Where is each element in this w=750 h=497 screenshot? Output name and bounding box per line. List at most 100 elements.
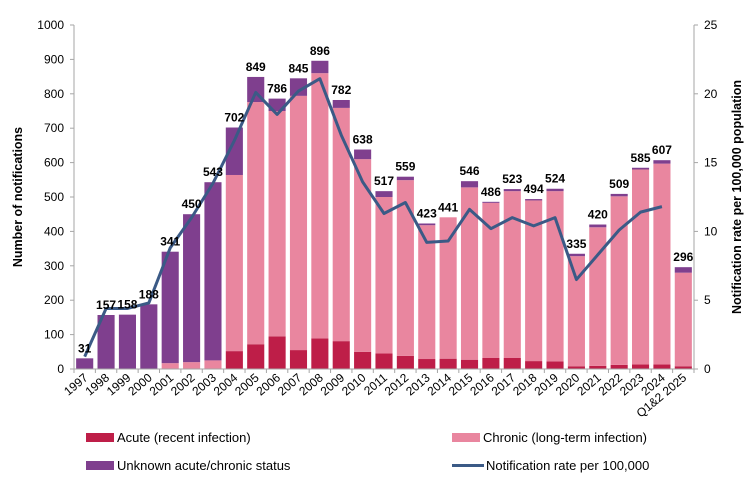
total-label: 188 xyxy=(139,287,159,301)
bar-chronic xyxy=(225,174,243,352)
legend-swatch-unknown xyxy=(86,461,114,470)
legend-item-chronic: Chronic (long-term infection) xyxy=(452,430,647,445)
y-tick-label: 1000 xyxy=(37,18,64,32)
y-tick-label: 300 xyxy=(44,259,64,273)
rate-polyline xyxy=(83,77,663,358)
y-tick-label: 0 xyxy=(57,362,64,376)
rate-line xyxy=(83,77,663,358)
bar-chronic xyxy=(567,256,585,367)
bar-unknown xyxy=(332,99,350,108)
bar-chronic xyxy=(439,217,457,359)
total-label: 420 xyxy=(588,208,608,222)
y2-axis-title: Notification rate per 100,000 population xyxy=(730,80,744,314)
bar-chronic xyxy=(311,73,329,339)
bar-unknown xyxy=(546,188,564,192)
bar-chronic xyxy=(396,180,414,356)
legend-item-acute: Acute (recent infection) xyxy=(86,430,251,445)
bar-chronic xyxy=(375,197,393,354)
bar-chronic xyxy=(610,196,628,365)
y2-tick-label: 0 xyxy=(704,362,711,376)
bar-acute xyxy=(418,359,436,369)
total-label: 441 xyxy=(438,200,458,214)
bar-unknown xyxy=(460,181,479,188)
bar-acute xyxy=(567,366,585,369)
y-tick-label: 400 xyxy=(44,224,64,238)
bar-acute xyxy=(225,351,243,369)
bar-chronic xyxy=(503,191,521,358)
bar-acute xyxy=(503,357,521,369)
total-label: 845 xyxy=(288,61,308,75)
legend-item-rate: Notification rate per 100,000 xyxy=(452,458,649,473)
total-label: 517 xyxy=(374,174,394,188)
y-axis-right: 0 5 10 15 20 25 xyxy=(693,18,718,376)
bar-unknown xyxy=(183,214,201,363)
legend-label-rate: Notification rate per 100,000 xyxy=(486,458,650,473)
legend-item-unknown: Unknown acute/chronic status xyxy=(86,458,290,473)
bar-acute xyxy=(375,353,393,369)
bar-unknown xyxy=(97,314,115,369)
bar-chronic xyxy=(482,202,500,358)
bar-unknown xyxy=(375,191,393,197)
y-tick-label: 900 xyxy=(44,52,64,66)
bar-chronic xyxy=(332,107,350,342)
y2-tick-label: 15 xyxy=(704,156,718,170)
total-label: 786 xyxy=(267,82,287,96)
bar-unknown xyxy=(653,160,671,164)
bar-unknown xyxy=(161,251,179,364)
bar-chronic xyxy=(354,159,372,352)
y-tick-label: 600 xyxy=(44,156,64,170)
bar-acute xyxy=(460,359,479,369)
bar-acute xyxy=(311,338,329,369)
bar-chronic xyxy=(268,111,286,337)
bar-unknown xyxy=(289,78,308,96)
total-label: 450 xyxy=(182,197,202,211)
bar-chronic xyxy=(418,225,436,360)
total-label: 523 xyxy=(502,172,522,186)
legend-label-chronic: Chronic (long-term infection) xyxy=(483,430,648,445)
bar-unknown xyxy=(140,304,158,369)
bar-chronic xyxy=(161,363,179,369)
bar-unknown xyxy=(118,314,136,369)
total-label: 896 xyxy=(310,44,330,58)
bar-acute xyxy=(632,364,650,369)
bar-acute xyxy=(653,364,671,369)
y2-tick-label: 25 xyxy=(704,18,718,32)
bar-chronic xyxy=(460,187,479,360)
total-label: 423 xyxy=(417,206,437,220)
bar-acute xyxy=(247,344,265,369)
bar-unknown xyxy=(225,127,243,175)
bar-acute xyxy=(268,336,286,369)
bar-unknown xyxy=(354,149,372,160)
legend-label-unknown: Unknown acute/chronic status xyxy=(117,458,291,473)
total-label: 849 xyxy=(246,60,266,74)
bar-unknown xyxy=(589,224,607,228)
total-label: 335 xyxy=(566,237,586,251)
bar-unknown xyxy=(567,253,585,257)
total-label: 546 xyxy=(460,164,480,178)
bar-acute xyxy=(525,361,543,369)
total-label: 585 xyxy=(631,151,651,165)
legend-swatch-acute xyxy=(86,433,114,442)
bar-acute xyxy=(396,355,414,369)
bar-unknown xyxy=(482,201,500,203)
bar-unknown xyxy=(525,199,543,201)
bar-acute xyxy=(674,366,692,369)
y-tick-label: 200 xyxy=(44,293,64,307)
bar-unknown xyxy=(610,193,628,197)
total-label: 524 xyxy=(545,172,565,186)
total-label: 158 xyxy=(117,298,137,312)
bar-chronic xyxy=(183,362,201,369)
y-tick-label: 800 xyxy=(44,87,64,101)
total-label: 296 xyxy=(673,250,693,264)
y2-tick-label: 20 xyxy=(704,87,718,101)
y2-tick-label: 10 xyxy=(704,224,718,238)
bar-acute xyxy=(589,365,607,369)
total-label: 157 xyxy=(96,298,116,312)
y2-tick-label: 5 xyxy=(704,293,711,307)
bar-chronic xyxy=(653,163,671,365)
bar-acute xyxy=(610,364,628,369)
bar-unknown xyxy=(418,223,436,226)
bar-acute xyxy=(354,351,372,369)
